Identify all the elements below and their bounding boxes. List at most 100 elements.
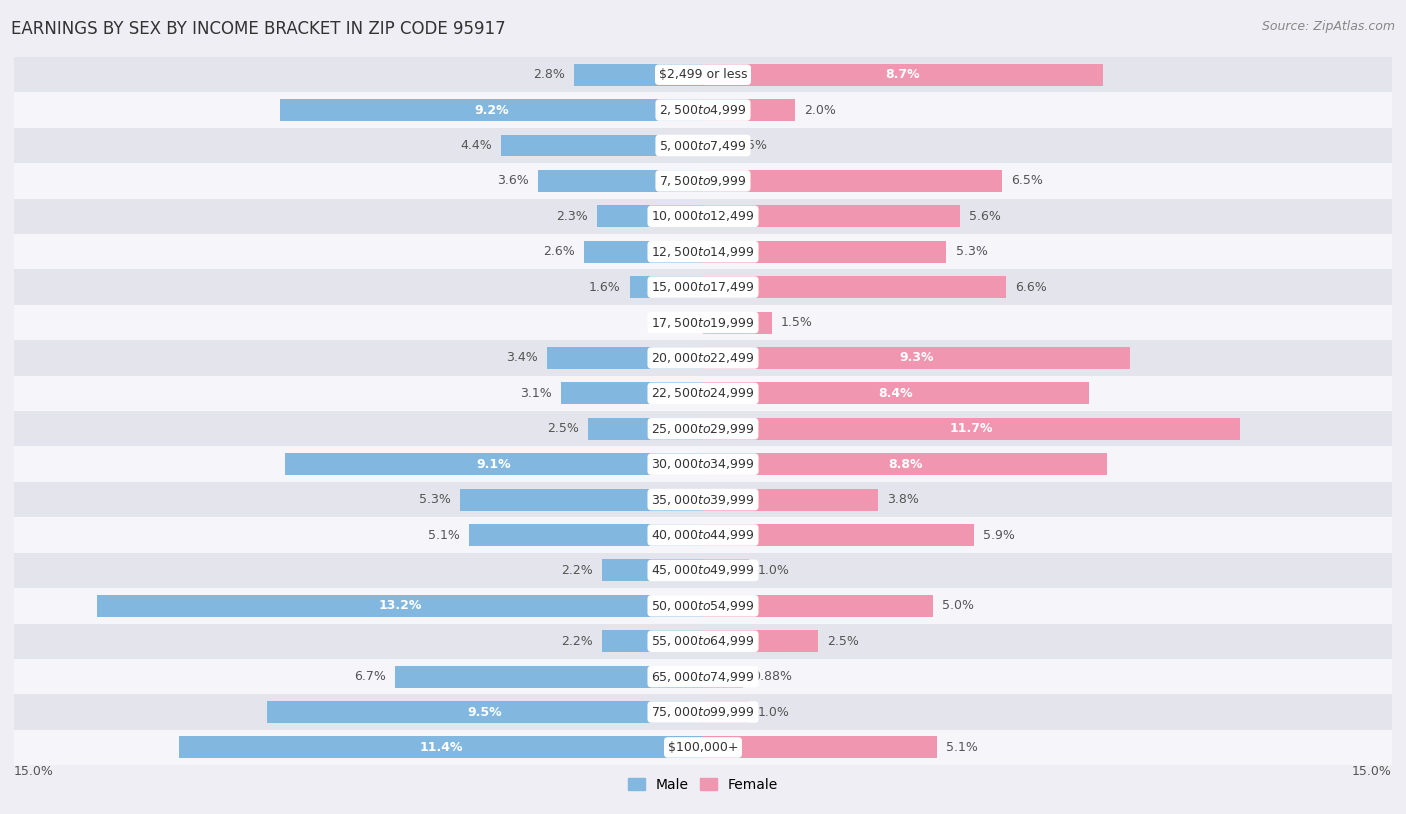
Legend: Male, Female: Male, Female — [623, 772, 783, 797]
Text: $5,000 to $7,499: $5,000 to $7,499 — [659, 138, 747, 152]
Bar — [703, 63, 1102, 85]
Text: $30,000 to $34,999: $30,000 to $34,999 — [651, 457, 755, 471]
Bar — [703, 737, 938, 759]
Bar — [285, 453, 703, 475]
Text: 3.4%: 3.4% — [506, 352, 537, 365]
Text: 3.6%: 3.6% — [496, 174, 529, 187]
Text: 8.8%: 8.8% — [887, 457, 922, 470]
Text: EARNINGS BY SEX BY INCOME BRACKET IN ZIP CODE 95917: EARNINGS BY SEX BY INCOME BRACKET IN ZIP… — [11, 20, 506, 38]
Bar — [703, 488, 877, 510]
Text: 9.1%: 9.1% — [477, 457, 512, 470]
Text: $40,000 to $44,999: $40,000 to $44,999 — [651, 528, 755, 542]
Bar — [703, 276, 1007, 298]
Text: 1.0%: 1.0% — [758, 706, 790, 719]
Bar — [14, 269, 1392, 304]
Bar — [703, 170, 1001, 192]
Text: $7,500 to $9,999: $7,500 to $9,999 — [659, 174, 747, 188]
Bar — [583, 241, 703, 263]
Text: 3.8%: 3.8% — [887, 493, 918, 506]
Text: 11.4%: 11.4% — [419, 741, 463, 754]
Bar — [703, 630, 818, 652]
Bar — [14, 340, 1392, 375]
Text: 6.7%: 6.7% — [354, 670, 387, 683]
Bar — [267, 701, 703, 723]
Text: $55,000 to $64,999: $55,000 to $64,999 — [651, 634, 755, 648]
Text: 0.88%: 0.88% — [752, 670, 793, 683]
Text: Source: ZipAtlas.com: Source: ZipAtlas.com — [1261, 20, 1395, 33]
Bar — [14, 482, 1392, 518]
Text: $15,000 to $17,499: $15,000 to $17,499 — [651, 280, 755, 294]
Bar — [703, 701, 749, 723]
Bar — [14, 411, 1392, 446]
Text: 4.4%: 4.4% — [460, 139, 492, 152]
Text: $2,500 to $4,999: $2,500 to $4,999 — [659, 103, 747, 117]
Bar — [97, 595, 703, 617]
Text: 5.3%: 5.3% — [419, 493, 450, 506]
Bar — [468, 524, 703, 546]
Bar — [561, 383, 703, 405]
Text: 2.2%: 2.2% — [561, 635, 593, 648]
Bar — [14, 624, 1392, 659]
Text: 2.3%: 2.3% — [557, 210, 588, 223]
Text: 2.0%: 2.0% — [804, 103, 837, 116]
Text: 1.0%: 1.0% — [758, 564, 790, 577]
Bar — [180, 737, 703, 759]
Bar — [14, 163, 1392, 199]
Bar — [575, 63, 703, 85]
Text: $35,000 to $39,999: $35,000 to $39,999 — [651, 492, 755, 506]
Text: 2.5%: 2.5% — [827, 635, 859, 648]
Text: $25,000 to $29,999: $25,000 to $29,999 — [651, 422, 755, 435]
Text: 1.6%: 1.6% — [589, 281, 620, 294]
Bar — [280, 99, 703, 121]
Bar — [703, 453, 1107, 475]
Bar — [703, 99, 794, 121]
Text: 15.0%: 15.0% — [14, 765, 53, 778]
Text: 8.4%: 8.4% — [879, 387, 914, 400]
Text: 11.7%: 11.7% — [950, 422, 994, 435]
Text: 13.2%: 13.2% — [378, 599, 422, 612]
Bar — [703, 134, 725, 156]
Bar — [703, 524, 974, 546]
Bar — [537, 170, 703, 192]
Text: 5.1%: 5.1% — [427, 528, 460, 541]
Bar — [602, 630, 703, 652]
Bar — [14, 375, 1392, 411]
Text: 2.8%: 2.8% — [533, 68, 565, 81]
Text: $45,000 to $49,999: $45,000 to $49,999 — [651, 563, 755, 577]
Bar — [395, 666, 703, 688]
Bar — [602, 559, 703, 581]
Text: 5.0%: 5.0% — [942, 599, 974, 612]
Bar — [703, 241, 946, 263]
Text: 3.1%: 3.1% — [520, 387, 551, 400]
Text: $10,000 to $12,499: $10,000 to $12,499 — [651, 209, 755, 223]
Text: $100,000+: $100,000+ — [668, 741, 738, 754]
Text: 2.6%: 2.6% — [543, 245, 575, 258]
Text: 0.5%: 0.5% — [735, 139, 768, 152]
Text: 5.3%: 5.3% — [956, 245, 987, 258]
Bar — [14, 588, 1392, 624]
Bar — [14, 304, 1392, 340]
Bar — [630, 276, 703, 298]
Bar — [703, 205, 960, 227]
Text: 5.6%: 5.6% — [969, 210, 1001, 223]
Text: 1.5%: 1.5% — [782, 316, 813, 329]
Text: $20,000 to $22,499: $20,000 to $22,499 — [651, 351, 755, 365]
Text: 9.5%: 9.5% — [468, 706, 502, 719]
Bar — [703, 595, 932, 617]
Text: 9.3%: 9.3% — [900, 352, 934, 365]
Text: 8.7%: 8.7% — [886, 68, 920, 81]
Bar — [14, 57, 1392, 92]
Bar — [14, 730, 1392, 765]
Bar — [598, 205, 703, 227]
Bar — [14, 128, 1392, 163]
Bar — [703, 418, 1240, 440]
Bar — [703, 666, 744, 688]
Bar — [14, 659, 1392, 694]
Bar — [14, 553, 1392, 588]
Bar — [14, 694, 1392, 730]
Bar — [703, 559, 749, 581]
Bar — [14, 446, 1392, 482]
Bar — [703, 312, 772, 334]
Bar — [14, 92, 1392, 128]
Text: 5.1%: 5.1% — [946, 741, 979, 754]
